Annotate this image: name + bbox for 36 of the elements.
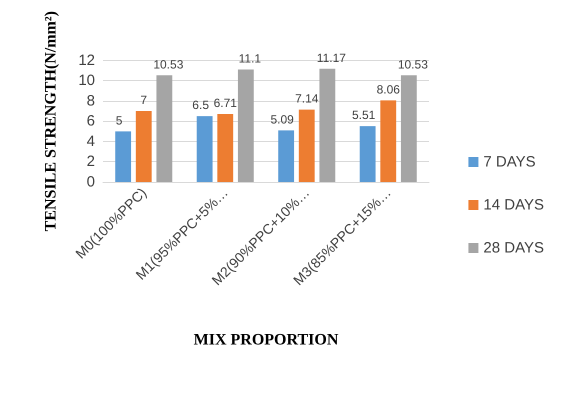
bar [217,114,234,182]
bar [319,68,336,182]
bar [400,75,417,182]
y-tick-label: 6 [86,112,95,130]
bar [298,110,315,182]
data-label: 7.14 [295,92,319,106]
data-label: 7 [140,93,148,108]
bar [278,130,294,182]
data-label: 10.53 [398,57,428,72]
bar [380,100,396,182]
y-tick-label: 10 [78,72,95,90]
y-tick-label: 2 [86,153,95,170]
data-label: 5.51 [352,108,376,122]
legend-label: 14 DAYS [483,196,544,214]
y-tick-label: 0 [86,174,95,190]
bar [136,111,152,182]
data-label: 11.17 [316,50,346,65]
bar [360,126,376,182]
y-tick-label: 4 [86,132,95,150]
x-axis-title: MIX PROPORTION [194,332,339,348]
bar [156,75,172,182]
data-label: 6.5 [192,98,210,112]
data-label: 8.06 [376,82,400,96]
y-tick-label: 8 [86,92,95,110]
legend-label: 7 DAYS [483,154,536,170]
bar [115,131,132,182]
y-axis-title: TENSILE STRENGTH(N/mm²) [42,11,60,232]
data-label: 10.53 [153,57,184,72]
y-tick-label: 12 [78,52,95,69]
data-label: 5.09 [270,112,294,126]
bar [196,116,213,182]
data-label: 11.1 [238,52,262,66]
data-label: 6.71 [214,96,238,110]
legend-label: 28 DAYS [483,240,544,256]
data-label: 5 [116,113,123,128]
bar [238,70,254,182]
